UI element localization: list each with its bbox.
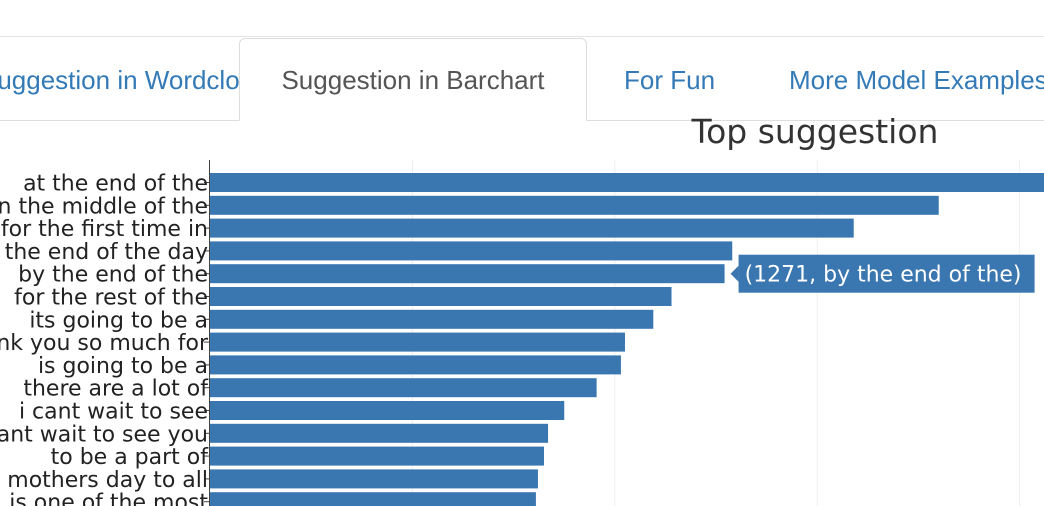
y-tick-label: for the rest of the <box>14 286 208 311</box>
tab-more-model-examples[interactable]: More Model Examples <box>789 65 1044 95</box>
bar-chart: at the end of the in the middle of the for… <box>0 160 1044 506</box>
y-tick-label: by the end of the <box>18 263 208 288</box>
tooltip-box <box>738 254 1035 293</box>
y-tick-label: is going to be a <box>38 354 208 379</box>
y-tick-label: happy mothers day to all <box>0 468 208 493</box>
tab-for-fun[interactable]: For Fun <box>624 65 716 95</box>
y-tick-label: at the end of the day <box>0 240 208 265</box>
chart-title: Top suggestion <box>691 112 939 151</box>
y-tick-label: thank you so much for <box>0 331 209 356</box>
bar <box>210 287 672 306</box>
y-tick-label: is one of the most <box>9 491 208 506</box>
tooltip-text: (1271, by the end of the) <box>745 263 1022 288</box>
bar <box>210 355 621 375</box>
y-tick-label: to be a part of <box>51 445 210 470</box>
bar <box>210 264 725 284</box>
bar <box>210 446 545 466</box>
bar <box>210 241 733 261</box>
bar <box>210 378 597 398</box>
tab-bar: Suggestion in Wordcloud Suggestion in Ba… <box>0 0 1044 122</box>
bar <box>210 309 654 329</box>
tab-suggestion-barchart[interactable]: Suggestion in Barchart <box>239 38 587 121</box>
y-tick-label: its going to be a <box>29 308 208 333</box>
bar <box>210 492 536 506</box>
tooltip-arrow <box>730 265 739 282</box>
bar <box>210 195 939 215</box>
y-tick-label: cant wait to see you <box>0 422 208 447</box>
bar <box>210 469 538 489</box>
y-tick-label: i cant wait to see <box>19 400 208 425</box>
bar <box>210 401 565 420</box>
tab-bar-top-divider <box>0 36 1044 37</box>
bar <box>210 423 549 443</box>
tab-suggestion-wordcloud[interactable]: Suggestion in Wordcloud <box>0 65 269 95</box>
y-tick-label: in the middle of the <box>0 194 208 219</box>
bar <box>210 173 1044 192</box>
y-tick-label: for the first time in <box>1 217 208 242</box>
bar <box>210 218 854 238</box>
bar <box>210 332 625 352</box>
y-tick-label: at the end of the <box>23 172 208 197</box>
y-tick-label: there are a lot of <box>23 377 209 402</box>
